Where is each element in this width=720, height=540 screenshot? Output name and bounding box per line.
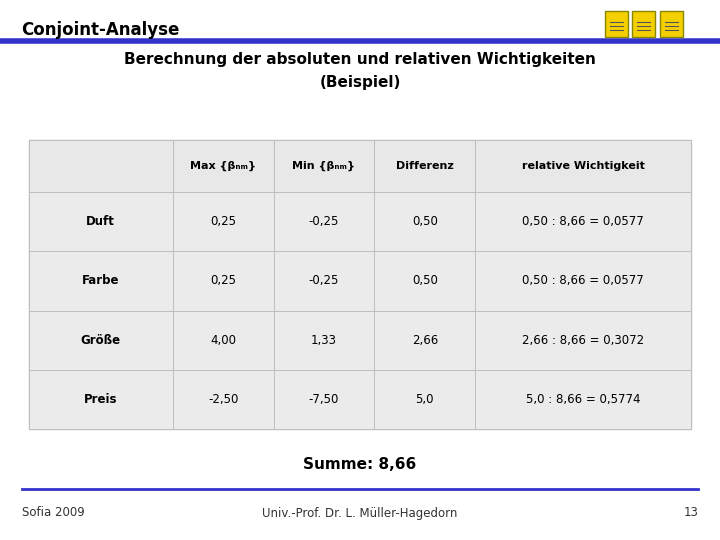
FancyBboxPatch shape [374,370,475,429]
FancyBboxPatch shape [374,251,475,310]
Text: Max {βₙₘ}: Max {βₙₘ} [190,161,256,171]
FancyBboxPatch shape [173,140,274,192]
FancyBboxPatch shape [274,251,374,310]
FancyBboxPatch shape [475,251,691,310]
FancyBboxPatch shape [274,192,374,251]
Text: 4,00: 4,00 [210,334,236,347]
Text: Größe: Größe [81,334,121,347]
Text: Summe: 8,66: Summe: 8,66 [303,457,417,472]
FancyBboxPatch shape [29,192,173,251]
Text: 0,50: 0,50 [412,215,438,228]
FancyBboxPatch shape [374,140,475,192]
FancyBboxPatch shape [29,370,173,429]
FancyBboxPatch shape [29,140,691,429]
FancyBboxPatch shape [475,370,691,429]
FancyBboxPatch shape [374,310,475,370]
FancyBboxPatch shape [632,11,655,37]
FancyBboxPatch shape [274,370,374,429]
Text: 5,0: 5,0 [415,393,434,406]
Text: Farbe: Farbe [82,274,120,287]
Text: (Beispiel): (Beispiel) [319,75,401,90]
FancyBboxPatch shape [475,140,691,192]
Text: 1,33: 1,33 [311,334,337,347]
Text: relative Wichtigkeit: relative Wichtigkeit [522,161,644,171]
Text: 2,66 : 8,66 = 0,3072: 2,66 : 8,66 = 0,3072 [522,334,644,347]
Text: Sofia 2009: Sofia 2009 [22,507,84,519]
Text: 0,25: 0,25 [210,274,236,287]
FancyBboxPatch shape [29,251,173,310]
FancyBboxPatch shape [475,192,691,251]
FancyBboxPatch shape [475,310,691,370]
Text: 5,0 : 8,66 = 0,5774: 5,0 : 8,66 = 0,5774 [526,393,641,406]
Text: Differenz: Differenz [396,161,454,171]
Text: 13: 13 [683,507,698,519]
FancyBboxPatch shape [29,310,173,370]
FancyBboxPatch shape [605,11,628,37]
Text: Conjoint-Analyse: Conjoint-Analyse [22,21,180,39]
Text: Preis: Preis [84,393,117,406]
Text: 0,50: 0,50 [412,274,438,287]
Text: -2,50: -2,50 [208,393,238,406]
Text: Min {βₙₘ}: Min {βₙₘ} [292,161,356,171]
Text: -0,25: -0,25 [309,274,339,287]
FancyBboxPatch shape [173,310,274,370]
FancyBboxPatch shape [173,251,274,310]
Text: -7,50: -7,50 [309,393,339,406]
FancyBboxPatch shape [29,140,173,192]
Text: 0,50 : 8,66 = 0,0577: 0,50 : 8,66 = 0,0577 [522,215,644,228]
FancyBboxPatch shape [274,140,374,192]
Text: 0,50 : 8,66 = 0,0577: 0,50 : 8,66 = 0,0577 [522,274,644,287]
FancyBboxPatch shape [660,11,683,37]
Text: Duft: Duft [86,215,115,228]
Text: Univ.-Prof. Dr. L. Müller-Hagedorn: Univ.-Prof. Dr. L. Müller-Hagedorn [262,507,458,519]
FancyBboxPatch shape [374,192,475,251]
FancyBboxPatch shape [173,192,274,251]
FancyBboxPatch shape [274,310,374,370]
Text: 0,25: 0,25 [210,215,236,228]
Text: 2,66: 2,66 [412,334,438,347]
Text: Berechnung der absoluten und relativen Wichtigkeiten: Berechnung der absoluten und relativen W… [124,52,596,67]
Text: -0,25: -0,25 [309,215,339,228]
FancyBboxPatch shape [173,370,274,429]
